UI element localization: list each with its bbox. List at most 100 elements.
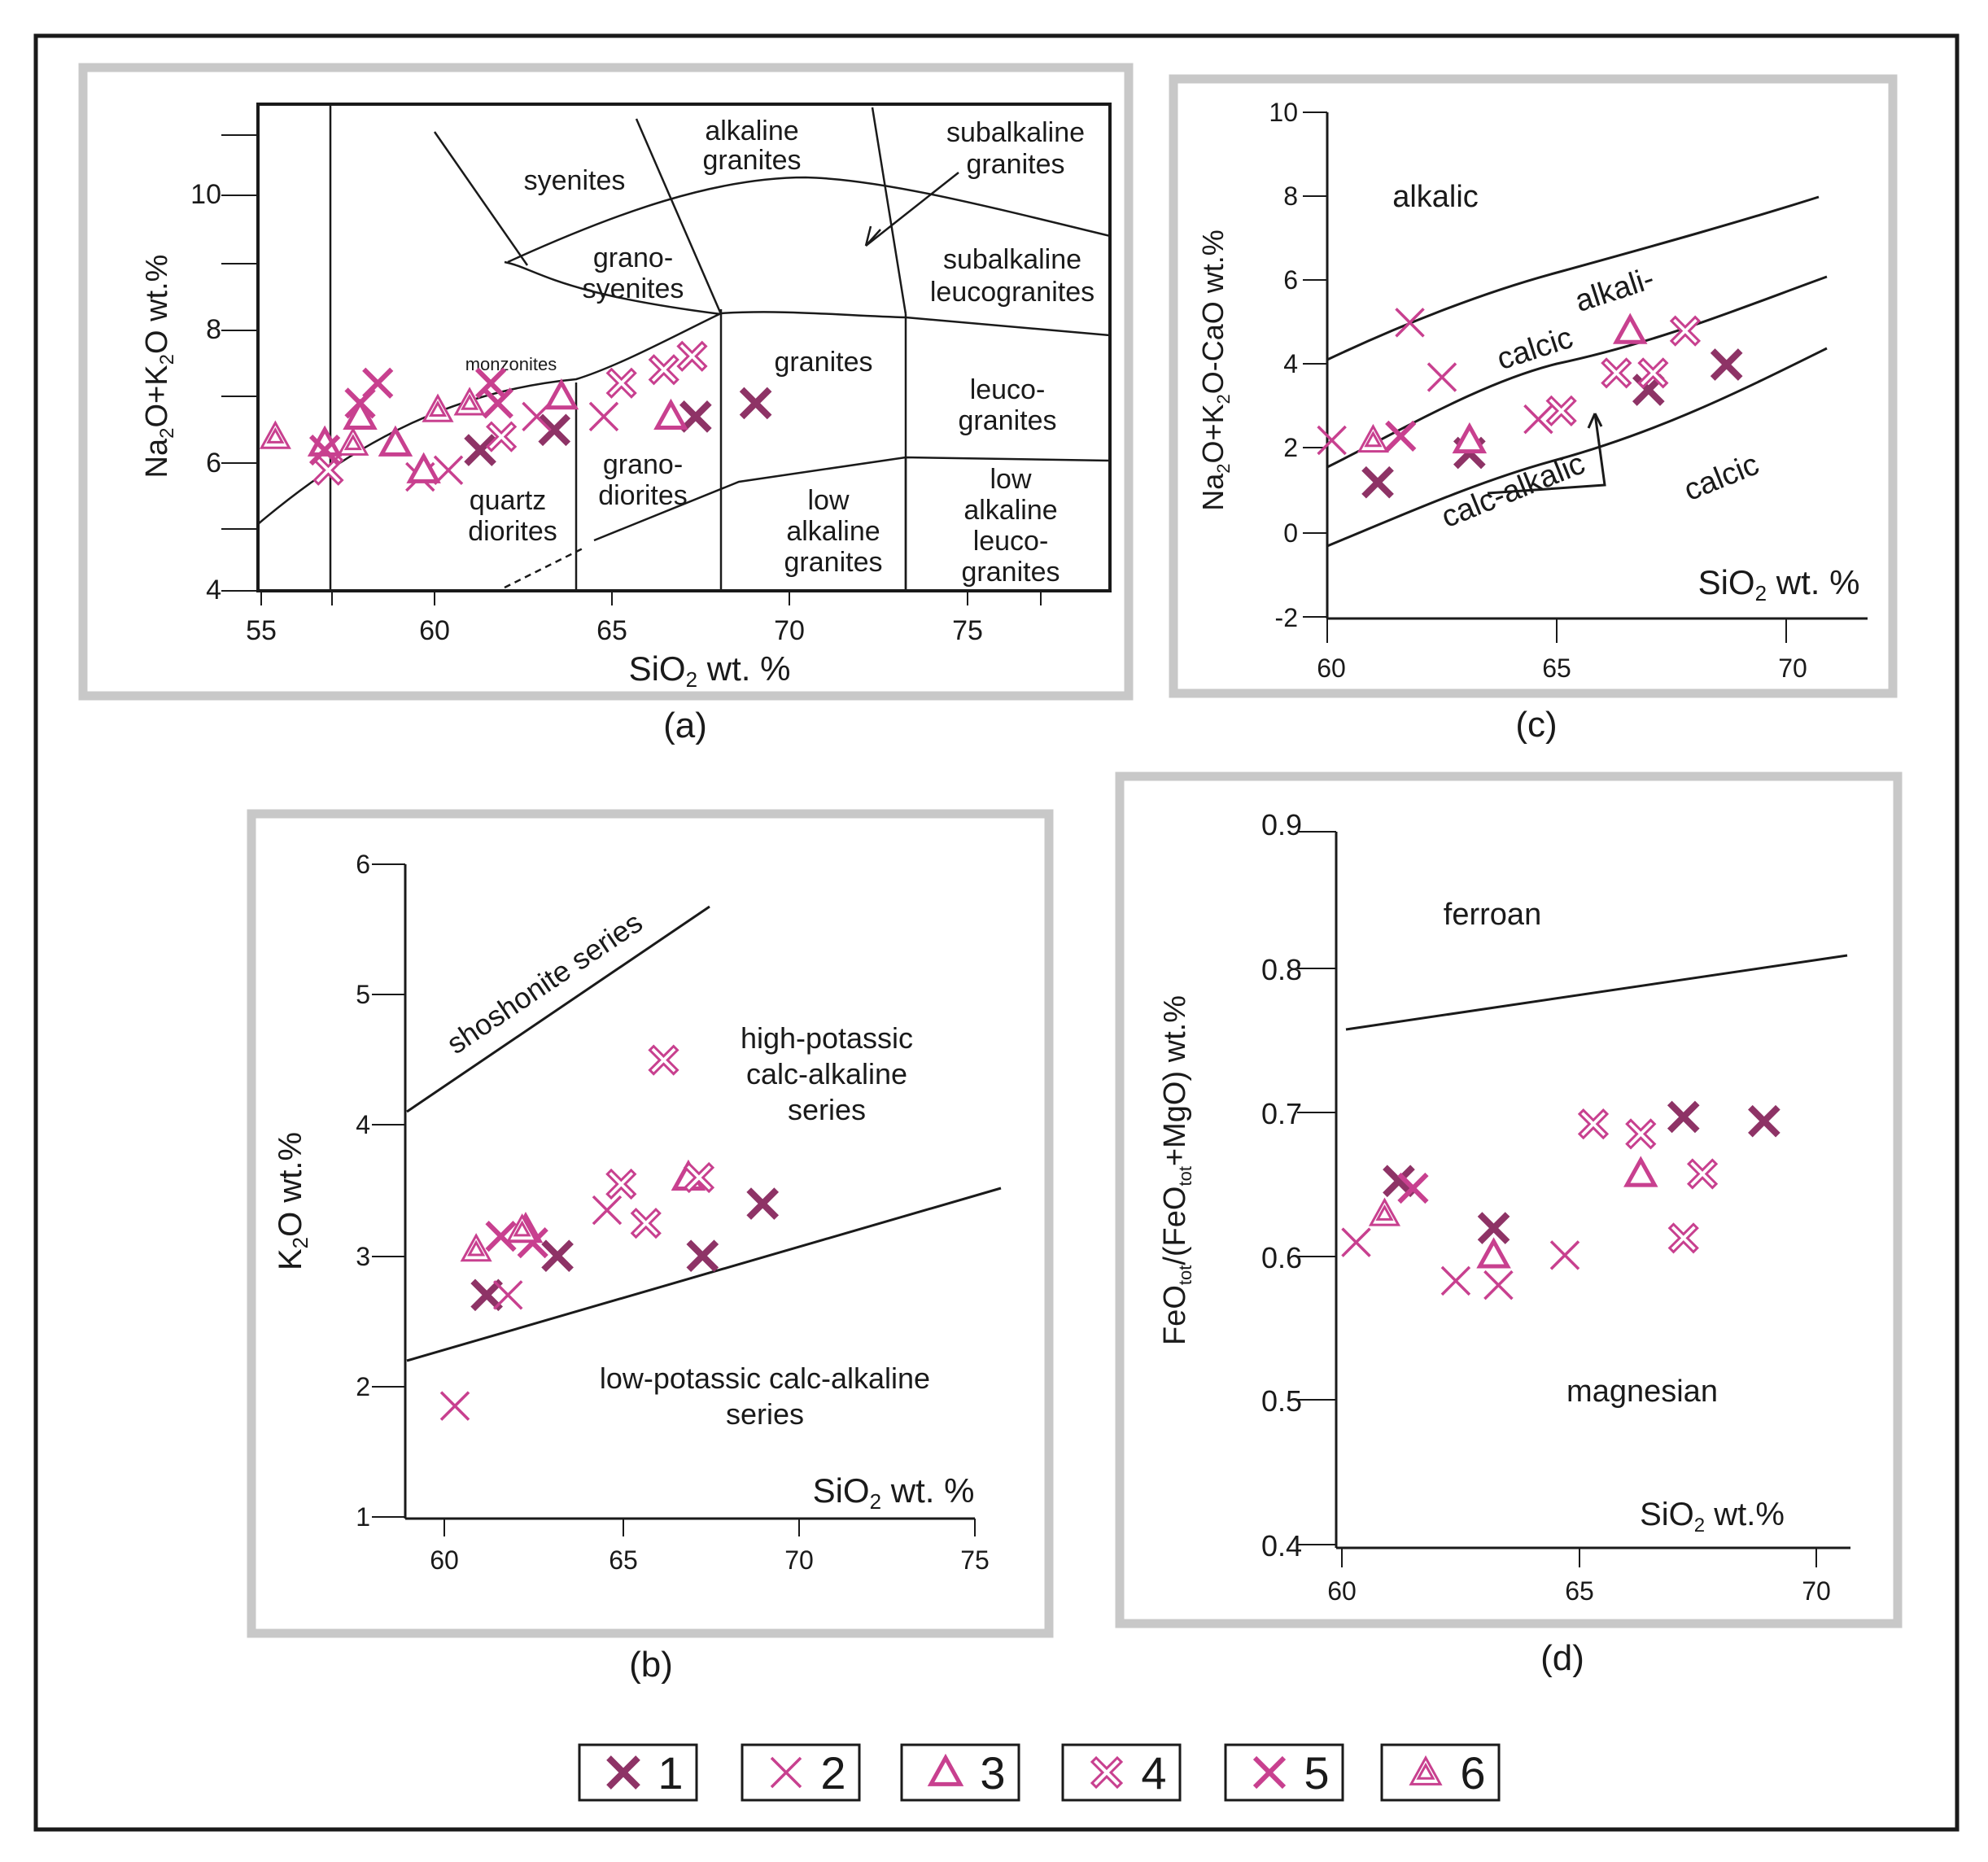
legend-label-6: 6 (1460, 1747, 1485, 1799)
panel-d-series-6-point-1 (1368, 1197, 1401, 1226)
panel-b-series-6-point-1 (460, 1233, 492, 1262)
legend-marker-5 (1252, 1755, 1287, 1790)
c-tick-y0: 0 (1283, 518, 1298, 548)
c-tick-y10: 10 (1269, 98, 1298, 127)
panel-a-y-tick-labels: 4 6 8 10 (190, 179, 221, 605)
panel-c-frame (1169, 74, 1898, 698)
a-field-ll-4: granites (962, 557, 1060, 588)
b-tick-y2: 2 (356, 1372, 370, 1401)
a-field-qd-1: quartz (470, 485, 547, 516)
a-field-gs-2: syenites (583, 273, 684, 304)
c-field-alkalic: alkalic (1392, 180, 1479, 214)
a-field-alkaline-1: alkaline (705, 116, 798, 146)
panel-a-series-4-point-3 (605, 367, 637, 399)
panel-d-series-4-point-1 (1577, 1108, 1610, 1140)
legend-item-1: 1 (578, 1743, 698, 1802)
a-field-la-3: granites (784, 547, 883, 578)
b-field-lp-2: series (726, 1397, 804, 1431)
panel-c-series-5-point-1 (1385, 420, 1417, 452)
d-tick-60: 60 (1327, 1576, 1357, 1606)
panel-a-series-4-point-5 (676, 340, 708, 372)
panel-d-series-1-point-3 (1667, 1100, 1700, 1134)
panel-b-series-1-point-2 (541, 1239, 574, 1273)
d-caption: (d) (1540, 1638, 1584, 1678)
panel-a-series-5-point-3 (362, 367, 394, 399)
d-x-axis-label: SiO2 wt.% (1640, 1497, 1785, 1536)
panel-c-series-2-point-1 (1317, 425, 1347, 456)
panel-c-series-4-point-2 (1601, 357, 1632, 389)
d-tick-y06: 0.6 (1261, 1241, 1302, 1274)
legend-marker-2 (770, 1756, 802, 1789)
panel-c-series-3-point-1 (1452, 422, 1488, 454)
d-tick-y04: 0.4 (1261, 1529, 1302, 1563)
b-tick-y4: 4 (356, 1110, 370, 1139)
a-field-subalk-2: granites (967, 149, 1065, 180)
a-tick-75: 75 (952, 615, 983, 646)
panel-c-points (1317, 308, 1743, 499)
outer-border (33, 33, 1960, 1832)
panel-b-series-1-point-3 (686, 1239, 719, 1273)
panel-a-series-2-point-2 (433, 455, 464, 486)
legend-box (1061, 1743, 1182, 1802)
a-field-granites: granites (775, 347, 873, 378)
panel-c-x-tick-labels: 60 65 70 (1317, 653, 1807, 683)
panel-d-field-labels: ferroan magnesian (1444, 898, 1718, 1409)
panel-c-series-4-point-4 (1669, 315, 1702, 347)
panel-a-series-1-point-2 (538, 413, 571, 447)
panel-b-boundaries (406, 905, 1002, 1362)
panel-c-series-6-point-1 (1357, 423, 1389, 453)
panel-a-field-lines (257, 104, 1111, 591)
panel-a-series-3-point-4 (406, 452, 441, 483)
legend-item-4: 4 (1061, 1743, 1182, 1802)
legend-box (1380, 1743, 1501, 1802)
a-field-gs-1: grano- (593, 243, 673, 273)
d-field-magnesian: magnesian (1566, 1375, 1718, 1409)
a-field-ll-3: leuco- (973, 526, 1049, 557)
panel-d-series-2-point-4 (1549, 1240, 1580, 1270)
c-tick-y4: 4 (1283, 349, 1298, 378)
panel-a-series-6-point-1 (259, 420, 291, 449)
panel-b-frame (247, 809, 1054, 1638)
panel-d-series-1-point-4 (1748, 1104, 1780, 1138)
c-tick-y2: 2 (1283, 433, 1298, 462)
panel-c-series-3-point-2 (1612, 313, 1648, 344)
panel-d-series-2-point-1 (1341, 1227, 1371, 1257)
panel-d-series-5-point-1 (1397, 1172, 1429, 1204)
legend-item-2: 2 (741, 1743, 861, 1802)
panel-d-x-tick-labels: 60 65 70 (1327, 1576, 1831, 1606)
panel-a-series-2-point-4 (588, 401, 619, 432)
c-tick-y6: 6 (1283, 265, 1298, 295)
panel-d-ticks (1297, 831, 1817, 1567)
a-field-gd-2: diorites (598, 480, 688, 511)
b-y-axis-label: K2O wt.% (273, 1132, 312, 1270)
panel-b-series-1-point-4 (746, 1187, 780, 1220)
c-tick-60: 60 (1317, 653, 1346, 683)
panel-c: -2 0 2 4 6 8 10 60 65 70 SiO2 wt. % Na2O… (1169, 74, 1898, 745)
panel-d-points (1341, 1100, 1780, 1300)
a-field-gd-1: grano- (603, 449, 683, 480)
d-tick-y08: 0.8 (1261, 953, 1302, 986)
panel-a: 55 60 65 70 75 4 6 8 10 SiO2 wt. % Na2O+… (78, 63, 1134, 745)
panel-c-series-2-point-3 (1523, 404, 1553, 435)
panel-b-y-tick-labels: 1 2 3 4 5 6 (356, 850, 370, 1532)
panel-a-field-labels: syenites alkaline granites subalkaline g… (465, 116, 1094, 588)
panel-a-series-5-point-5 (482, 387, 513, 419)
a-x-axis-label: SiO2 wt. % (629, 649, 791, 692)
panel-c-boundaries (1326, 195, 1828, 548)
panel-a-series-1-point-3 (679, 400, 712, 433)
panel-a-series-3-point-5 (544, 378, 579, 410)
legend-label-2: 2 (820, 1747, 845, 1799)
panel-a-series-1-point-4 (739, 387, 772, 420)
legend-label-1: 1 (658, 1747, 683, 1799)
d-tick-y09: 0.9 (1261, 808, 1302, 841)
panel-a-series-6-point-2 (337, 426, 369, 456)
panel-d-frame (1115, 771, 1903, 1628)
legend-box (900, 1743, 1020, 1802)
c-tick-ym2: -2 (1275, 603, 1298, 632)
b-field-lp-1: low-potassic calc-alkaline (600, 1362, 930, 1395)
c-tick-y8: 8 (1283, 181, 1298, 211)
panel-b-x-tick-labels: 60 65 70 75 (430, 1545, 990, 1575)
panel-a-series-6-point-3 (422, 393, 454, 422)
panel-d-series-4-point-4 (1667, 1222, 1699, 1254)
